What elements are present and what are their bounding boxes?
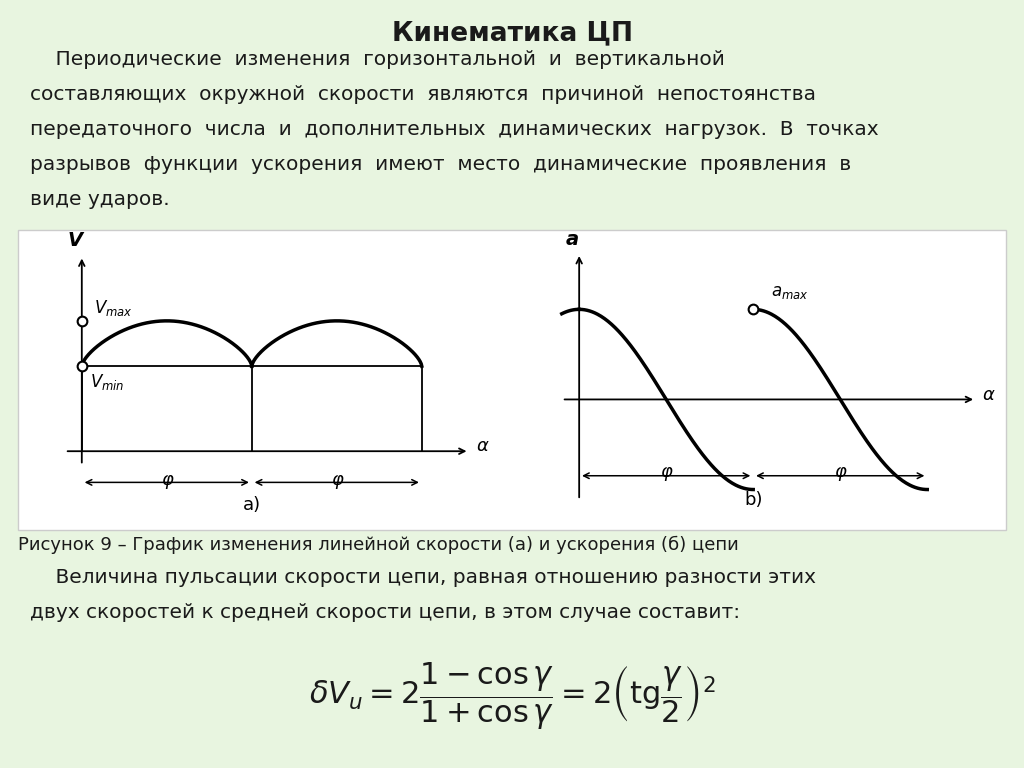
Text: Периодические  изменения  горизонтальной  и  вертикальной: Периодические изменения горизонтальной и… xyxy=(30,50,725,69)
Text: двух скоростей к средней скорости цепи, в этом случае составит:: двух скоростей к средней скорости цепи, … xyxy=(30,603,740,622)
Text: α: α xyxy=(476,436,488,455)
Text: $V_{min}$: $V_{min}$ xyxy=(90,372,125,392)
Text: виде ударов.: виде ударов. xyxy=(30,190,170,209)
Text: Величина пульсации скорости цепи, равная отношению разности этих: Величина пульсации скорости цепи, равная… xyxy=(30,568,816,587)
Text: Рисунок 9 – График изменения линейной скорости (а) и ускорения (б) цепи: Рисунок 9 – График изменения линейной ск… xyxy=(18,536,738,554)
Text: Кинематика ЦП: Кинематика ЦП xyxy=(391,20,633,46)
Text: а): а) xyxy=(243,496,261,514)
Text: составляющих  окружной  скорости  являются  причиной  непостоянства: составляющих окружной скорости являются … xyxy=(30,85,816,104)
Text: разрывов  функции  ускорения  имеют  место  динамические  проявления  в: разрывов функции ускорения имеют место д… xyxy=(30,155,851,174)
Text: a: a xyxy=(565,230,579,249)
Text: φ: φ xyxy=(660,463,672,481)
Bar xyxy=(18,230,1006,530)
Text: $a_{max}$: $a_{max}$ xyxy=(771,283,808,301)
Text: $\delta V_{\mathit{u}} = 2\dfrac{1-\cos\gamma}{1+\cos\gamma} = 2\left(\mathrm{tg: $\delta V_{\mathit{u}} = 2\dfrac{1-\cos\… xyxy=(308,660,716,732)
Text: φ: φ xyxy=(161,471,173,489)
Text: V: V xyxy=(68,231,83,250)
Text: передаточного  числа  и  дополнительных  динамических  нагрузок.  В  точках: передаточного числа и дополнительных дин… xyxy=(30,120,879,139)
Text: φ: φ xyxy=(331,471,343,489)
Text: $V_{max}$: $V_{max}$ xyxy=(94,298,132,318)
Text: φ: φ xyxy=(835,463,846,481)
Text: b): b) xyxy=(744,491,763,509)
Text: α: α xyxy=(983,386,994,404)
